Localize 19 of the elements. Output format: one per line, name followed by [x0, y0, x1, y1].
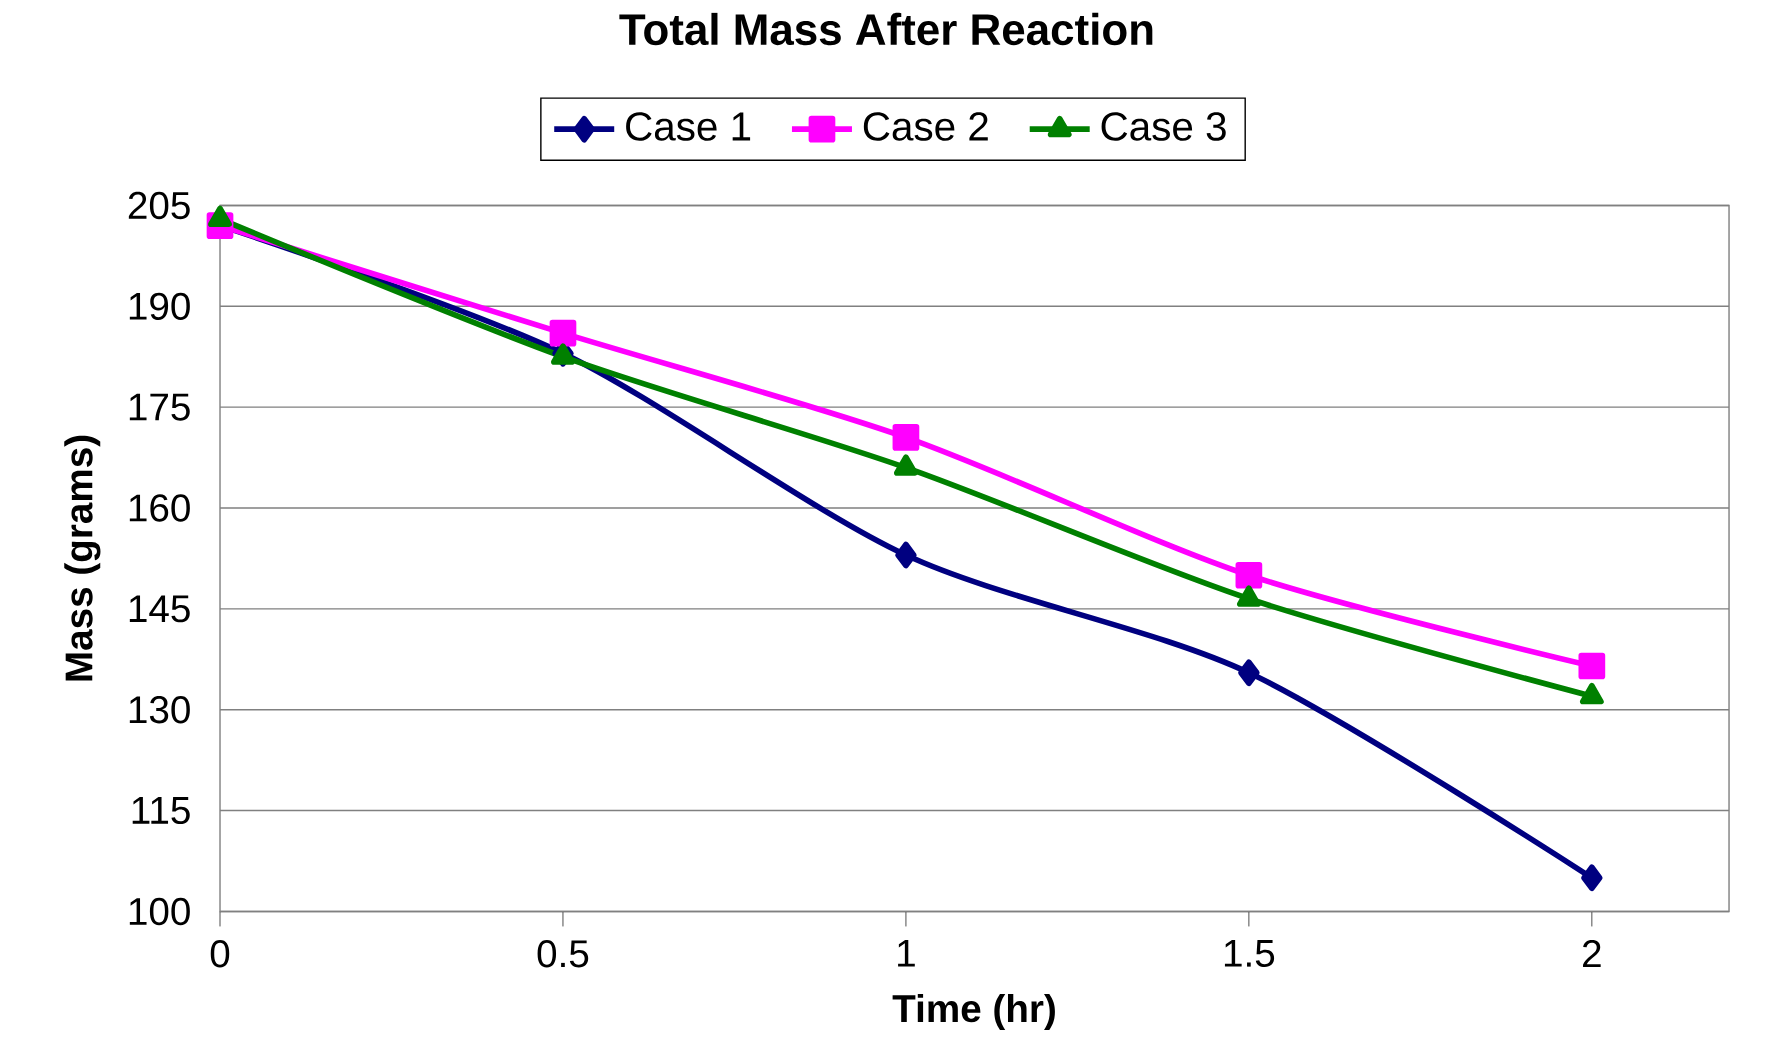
y-tick-label: 115	[132, 796, 190, 824]
x-tick-label: 0.5	[537, 939, 589, 968]
x-axis-title: Time (hr)	[892, 993, 1055, 1030]
x-tick-label: 2	[1583, 939, 1601, 967]
y-tick-label: 175	[129, 393, 190, 421]
legend-label: Case 2	[863, 111, 988, 141]
legend-label: Case 1	[626, 111, 751, 141]
legend-label: Case 3	[1101, 111, 1226, 141]
y-tick-label: 130	[129, 695, 190, 724]
x-tick-label: 0	[210, 939, 230, 968]
chart-title: Total Mass After Reaction	[619, 12, 1153, 45]
y-tick-label: 190	[129, 292, 190, 320]
y-tick-label: 145	[129, 595, 190, 623]
y-tick-label: 100	[129, 897, 190, 925]
x-tick-label: 1	[898, 939, 915, 967]
y-tick-label: 205	[128, 191, 190, 219]
y-axis-title: Mass (grams)	[64, 435, 101, 681]
x-tick-label: 1.5	[1224, 939, 1275, 967]
y-tick-label: 160	[129, 494, 190, 522]
